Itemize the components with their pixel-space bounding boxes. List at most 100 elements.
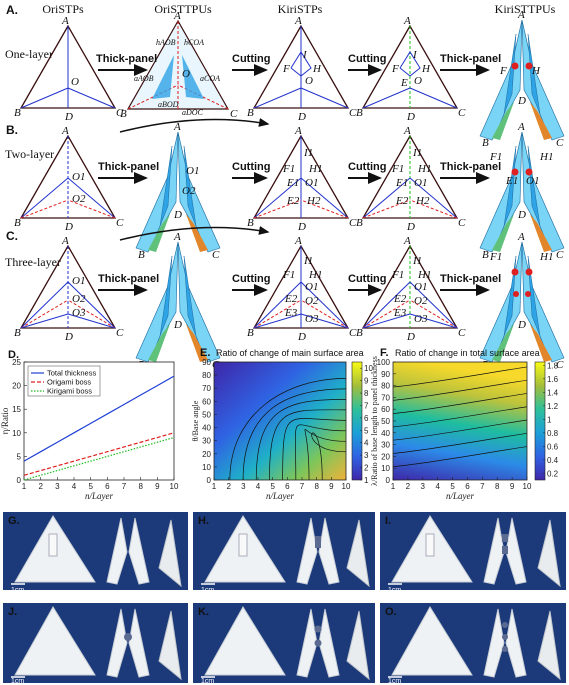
row-sub-c: Three-layer xyxy=(5,255,61,269)
series-line xyxy=(23,432,175,476)
x-tick-label: 2 xyxy=(406,482,411,491)
vertex-a: A xyxy=(173,121,181,133)
x-tick-label: 7 xyxy=(122,482,127,491)
colorbar-label: 7 xyxy=(364,401,369,410)
vertex-a: A xyxy=(61,125,69,137)
chart-e: 1 2 3 4 5 6 7 8 9 100102030405060708090n/Layerθ/B… xyxy=(191,358,373,501)
vertex-d: D xyxy=(517,319,526,331)
x-tick-label: 4 xyxy=(256,482,261,491)
vertex-f1: F1 xyxy=(391,163,404,175)
kiristtpu-a: A F H D B C xyxy=(479,9,565,149)
scale-bar-label: 1cm xyxy=(11,678,24,685)
y-tick-label: 70 xyxy=(381,393,390,402)
x-tick-label: 9 xyxy=(155,482,160,491)
vertex-b: B xyxy=(482,249,489,261)
vertex-i: I xyxy=(302,49,308,61)
vertex-e: E xyxy=(400,77,408,89)
vertex-o: O xyxy=(182,68,190,80)
y-tick-label: 20 xyxy=(12,382,21,391)
step-cut-a2: Cutting xyxy=(348,53,386,65)
vertex-h1: H1 xyxy=(308,163,322,175)
vertex-c: C xyxy=(458,327,466,339)
contour-line xyxy=(392,406,528,428)
vertex-d: D xyxy=(173,319,182,331)
x-tick-label: 10 xyxy=(170,482,179,491)
vertex-b: B xyxy=(247,107,254,119)
y-tick-label: 10 xyxy=(12,429,21,438)
colorbar-label: 3 xyxy=(364,451,369,460)
vertex-b: B xyxy=(14,107,21,119)
y-tick-label: 20 xyxy=(381,452,390,461)
vertex-o1: O1 xyxy=(305,177,318,189)
vertex-d: D xyxy=(297,331,306,343)
photo-label-g: G. xyxy=(8,515,20,527)
vertex-e2: E2 xyxy=(395,195,409,207)
vertex-h1: H1 xyxy=(539,251,553,263)
scale-bar-label: 1cm xyxy=(201,587,214,594)
vertex-i1: I1 xyxy=(303,255,313,267)
colorbar-label: 6 xyxy=(364,414,369,423)
scale-bar-label: 1cm xyxy=(388,678,401,685)
vertex-o1: O1 xyxy=(526,175,539,187)
vertex-c: C xyxy=(349,217,357,229)
x-tick-label: 8 xyxy=(314,482,319,491)
x-tick-label: 3 xyxy=(55,482,60,491)
colorbar-label: 0.4 xyxy=(547,456,559,465)
panel-e: E. Ratio of change of main surface area … xyxy=(191,347,373,501)
step-cut-c2: Cutting xyxy=(348,273,386,285)
x-tick-label: 1 xyxy=(212,482,217,491)
x-tick-label: 5 xyxy=(450,482,455,491)
contour-line xyxy=(255,399,347,481)
vertex-o1: O1 xyxy=(72,171,85,183)
y-tick-label: 40 xyxy=(202,424,211,433)
vertex-o2: O2 xyxy=(414,295,428,307)
vertex-d: D xyxy=(64,111,73,123)
row-b: B. Two-layer A O1 O2 B C D A O1 O2 D B C xyxy=(5,118,565,261)
vertex-d: D xyxy=(406,111,415,123)
vertex-f: F xyxy=(391,63,399,75)
vertex-h2: H2 xyxy=(306,195,321,207)
y-tick-label: 20 xyxy=(202,450,211,459)
vertex-a: A xyxy=(294,125,302,137)
contour-line xyxy=(392,366,528,388)
vertex-d: D xyxy=(406,221,415,233)
y-tick-label: 30 xyxy=(202,437,211,446)
vertex-c: C xyxy=(556,137,564,149)
oristp-a: A B C D O xyxy=(14,15,124,123)
photo-panels: 1cm 1cm 1cm xyxy=(3,512,566,685)
contour-line xyxy=(282,418,347,481)
vertex-c: C xyxy=(556,249,564,261)
colorbar-label: 8 xyxy=(364,389,369,398)
vertex-a: A xyxy=(517,231,525,243)
step-cut-b2: Cutting xyxy=(348,161,386,173)
step-thick-b: Thick-panel xyxy=(98,161,159,173)
vertex-o: O xyxy=(305,75,313,87)
vertex-o1: O1 xyxy=(305,281,318,293)
panel-title-e: Ratio of change of main surface area xyxy=(216,348,364,358)
vertex-a: A xyxy=(517,9,525,21)
contour-line xyxy=(392,432,528,454)
vertex-o1: O1 xyxy=(186,165,199,177)
x-tick-label: 10 xyxy=(523,482,532,491)
vertex-h2: H2 xyxy=(415,195,430,207)
x-tick-label: 4 xyxy=(72,482,77,491)
vertex-d: D xyxy=(517,95,526,107)
contour-line xyxy=(311,432,347,481)
step-thick-a2: Thick-panel xyxy=(440,53,501,65)
colorbar-label: 0.6 xyxy=(547,442,559,451)
vertex-c: C xyxy=(458,107,466,119)
vertex-a: A xyxy=(61,235,69,247)
y-tick-label: 5 xyxy=(17,452,22,461)
row-label-b: B. xyxy=(6,123,18,137)
vertex-b: B xyxy=(247,217,254,229)
x-tick-label: 1 xyxy=(391,482,396,491)
y-tick-label: 80 xyxy=(381,382,390,391)
vertex-h: H xyxy=(421,63,431,75)
step-thick-a: Thick-panel xyxy=(96,53,157,65)
contour-line xyxy=(242,388,347,481)
kiristp-cut-b: A I1 F1 H1 E1 O1 E2 H2 B C D xyxy=(356,125,466,233)
chart-f: 1 2 3 4 5 6 7 8 9 100102030405060708090100n/Layer… xyxy=(370,356,559,501)
x-tick-label: 9 xyxy=(510,482,515,491)
y-tick-label: 50 xyxy=(202,410,211,419)
